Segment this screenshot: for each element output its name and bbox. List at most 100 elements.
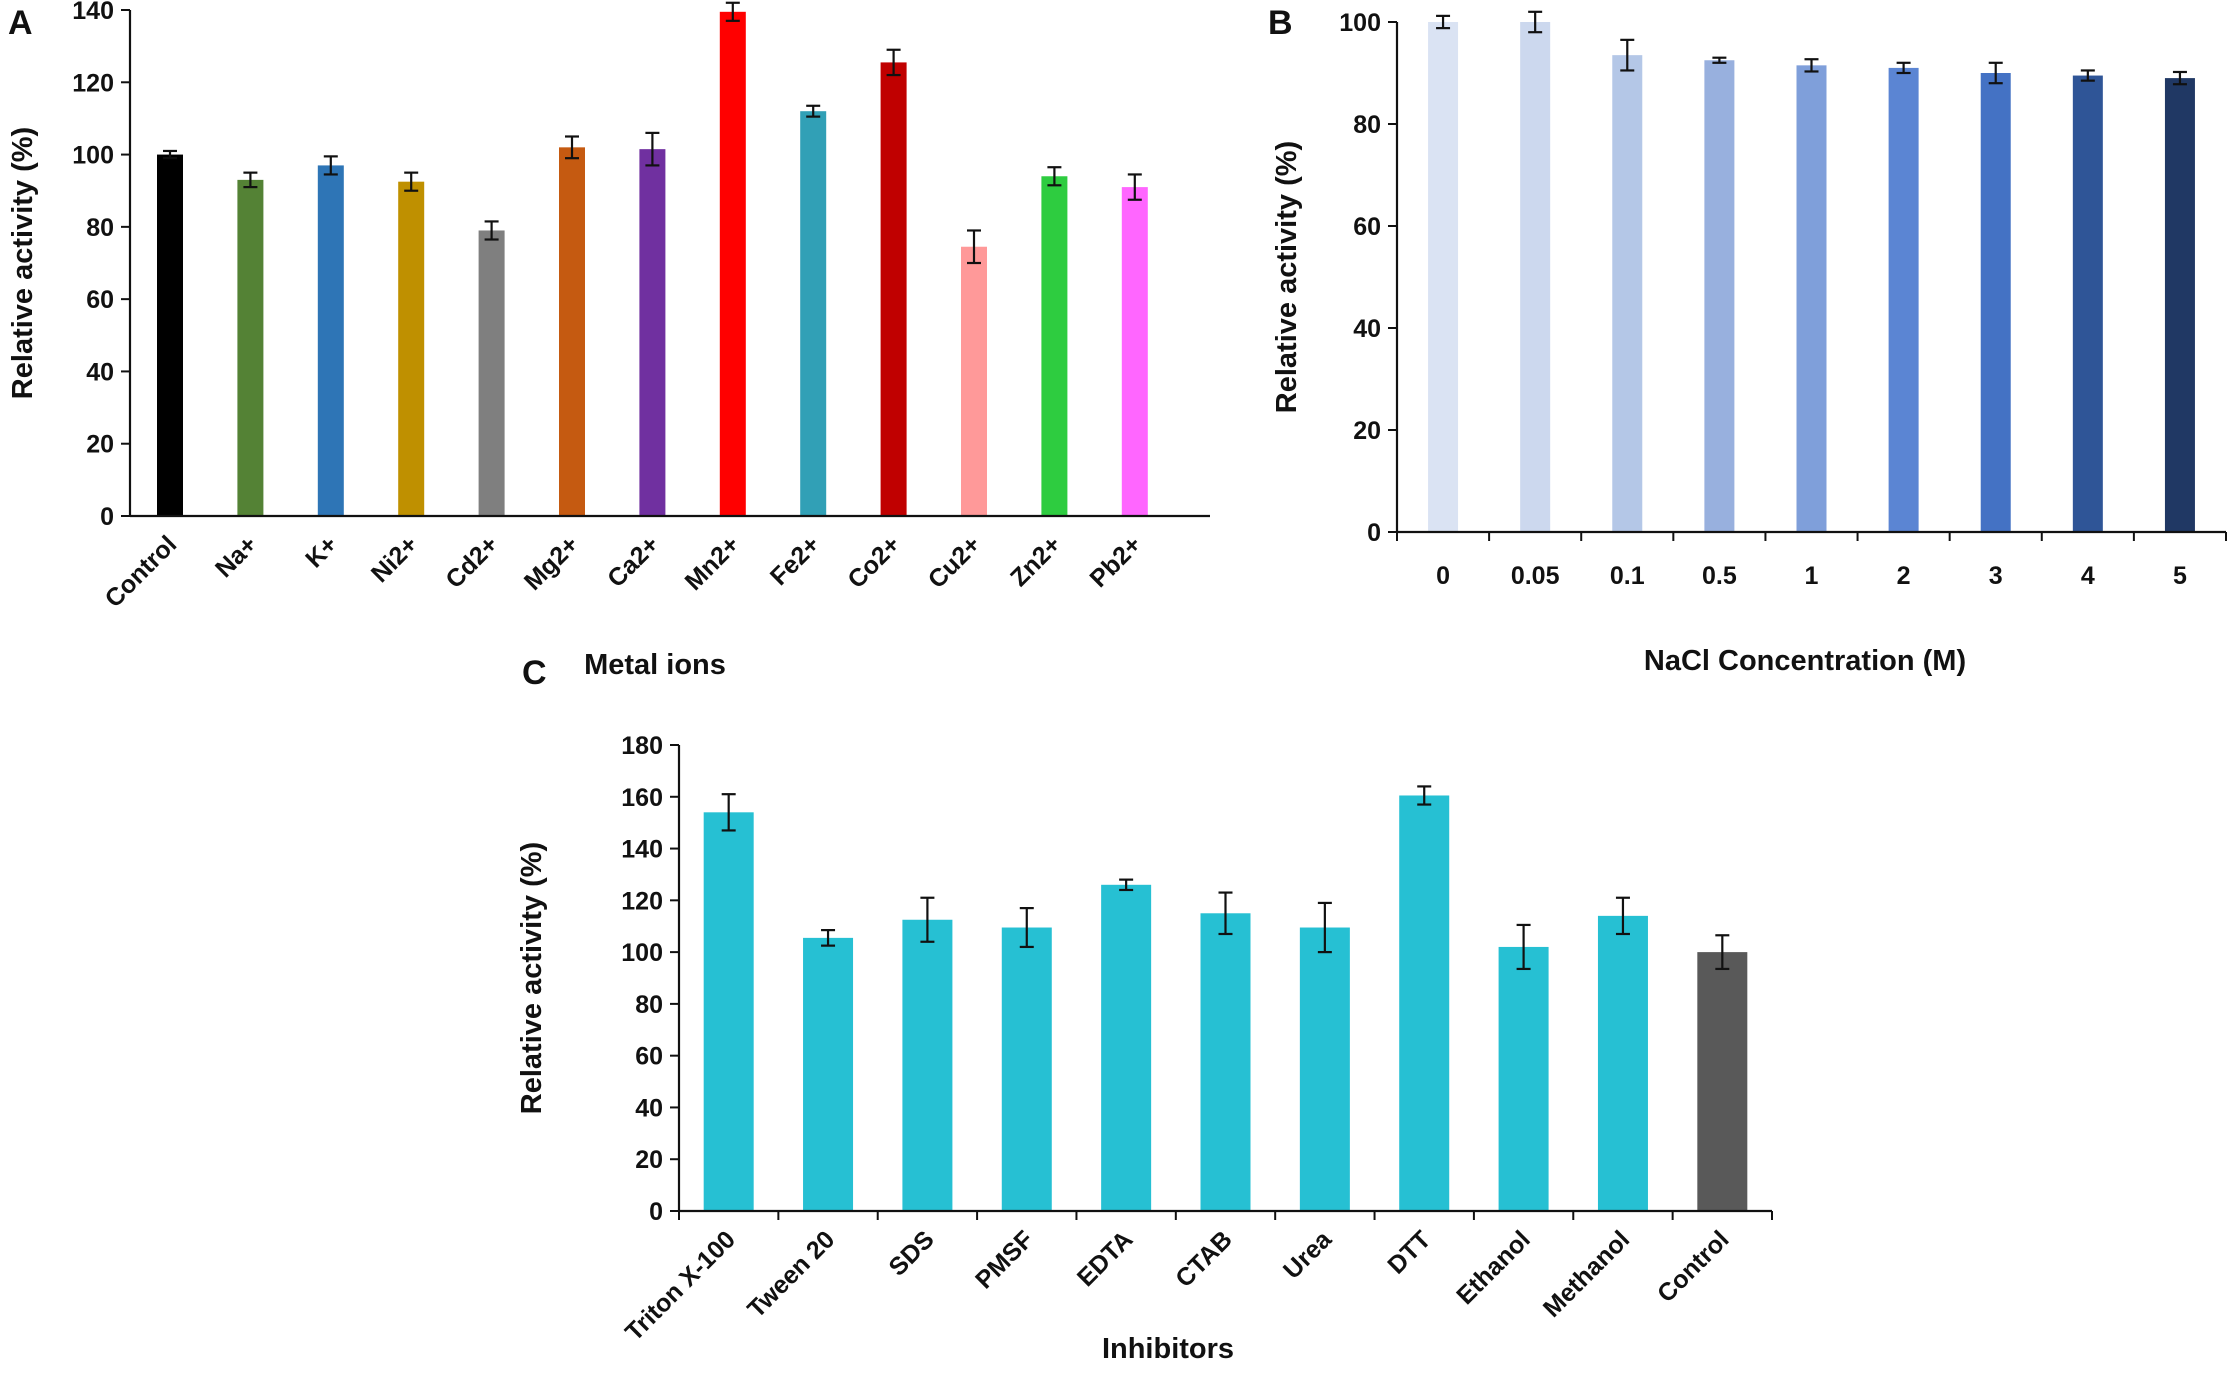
x-tick-label-zn2-: Zn2+ xyxy=(1005,530,1067,592)
panel-a-y-tick-label: 40 xyxy=(86,358,114,386)
x-tick-label-triton-x-100: Triton X-100 xyxy=(620,1225,741,1346)
x-tick-label-1: 1 xyxy=(1805,562,1819,590)
error-bar-0-5 xyxy=(1712,56,1727,64)
x-tick-label-0: 0 xyxy=(1436,562,1450,590)
panel-b-error-bars xyxy=(1436,10,2187,86)
panel-a-y-ticks: 0 20 40 60 80 100 120 140 xyxy=(72,0,130,531)
panel-b-nacl-chart: B 0 20 40 60 80 100 0 0.05 0.1 0.5 1 2 3 4 5 Relative… xyxy=(1268,4,2227,677)
x-tick-label-mg2-: Mg2+ xyxy=(519,530,584,595)
x-tick-label-4: 4 xyxy=(2081,562,2095,590)
panel-b-letter: B xyxy=(1268,4,1293,42)
panel-c-y-tick-label: 140 xyxy=(621,836,663,864)
bar-dtt xyxy=(1399,795,1450,1211)
panel-b-y-tick-label: 40 xyxy=(1353,315,1381,343)
bar-methanol xyxy=(1597,915,1648,1211)
panel-b-y-tick-label: 80 xyxy=(1353,111,1381,139)
bar-mg2- xyxy=(559,147,585,517)
panel-a-y-tick-label: 20 xyxy=(86,431,114,459)
error-bar-ca2- xyxy=(645,131,660,167)
x-tick-label-0-05: 0.05 xyxy=(1511,562,1560,590)
panel-c-letter: C xyxy=(522,654,547,692)
panel-c-y-axis-title: Relative activity (%) xyxy=(516,842,548,1114)
x-tick-label-cd2-: Cd2+ xyxy=(440,530,504,594)
bar-3 xyxy=(1980,73,2011,532)
error-bar-k- xyxy=(323,155,338,176)
panel-a-y-tick-label: 80 xyxy=(86,214,114,242)
bar-0-5 xyxy=(1704,60,1735,532)
error-bar-co2- xyxy=(886,48,901,77)
x-tick-label-edta: EDTA xyxy=(1072,1225,1139,1292)
bar-mn2- xyxy=(719,11,746,517)
panel-a-y-tick-label: 120 xyxy=(72,69,114,97)
x-tick-label-sds: SDS xyxy=(884,1225,940,1281)
bar-0-05 xyxy=(1520,22,1551,532)
error-bar-zn2- xyxy=(1047,166,1062,187)
bar-fe2- xyxy=(800,111,827,516)
error-bar-5 xyxy=(2172,70,2187,86)
bar-ctab xyxy=(1200,913,1251,1211)
bar-sds xyxy=(902,919,953,1211)
panel-b-y-tick-label: 60 xyxy=(1353,213,1381,241)
x-tick-label-2: 2 xyxy=(1897,562,1911,590)
panel-a-y-tick-label: 100 xyxy=(72,142,114,170)
x-tick-label-tween-20: Tween 20 xyxy=(742,1225,840,1323)
panel-b-y-tick-label: 100 xyxy=(1339,9,1381,37)
x-tick-label-control: Control xyxy=(100,530,183,613)
panel-b-bars xyxy=(1428,22,2195,533)
bar-5 xyxy=(2164,78,2195,532)
x-tick-label-ca2-: Ca2+ xyxy=(602,530,665,593)
x-tick-label-3: 3 xyxy=(1989,562,2003,590)
bar-cu2- xyxy=(961,246,987,516)
x-tick-label-ethanol: Ethanol xyxy=(1451,1225,1536,1310)
bar-1 xyxy=(1796,65,1827,532)
x-tick-label-fe2-: Fe2+ xyxy=(765,530,826,591)
panel-b-y-tick-label: 20 xyxy=(1353,417,1381,445)
panel-a-bars xyxy=(157,11,1148,517)
panel-a-letter: A xyxy=(8,4,33,42)
error-bar-tween-20 xyxy=(821,929,836,947)
x-tick-label-methanol: Methanol xyxy=(1538,1225,1635,1322)
error-bar-mn2- xyxy=(725,1,740,22)
x-tick-label-0-5: 0.5 xyxy=(1702,562,1737,590)
panel-c-y-tick-label: 100 xyxy=(621,939,663,967)
bar-4 xyxy=(2072,75,2103,533)
panel-a-y-axis-title: Relative activity (%) xyxy=(7,127,39,399)
x-tick-label-na-: Na+ xyxy=(210,530,263,583)
panel-c-y-tick-label: 120 xyxy=(621,887,663,915)
panel-c-inhibitors-chart: C 0 20 40 60 80 100 120 140 160 180 Triton X-100 T… xyxy=(516,654,1773,1365)
panel-a-y-tick-label: 60 xyxy=(86,286,114,314)
panel-c-y-tick-label: 80 xyxy=(635,991,663,1019)
x-tick-label-pmsf: PMSF xyxy=(970,1225,1039,1294)
bar-edta xyxy=(1101,884,1152,1211)
bar-tween-20 xyxy=(803,937,854,1211)
error-bar-methanol xyxy=(1615,896,1630,936)
panel-c-bars xyxy=(703,795,1748,1211)
error-bar-control xyxy=(1715,934,1730,971)
error-bar-1 xyxy=(1804,58,1819,73)
bar-cd2- xyxy=(478,230,505,516)
bar-ni2- xyxy=(398,181,425,516)
error-bar-na- xyxy=(243,171,258,189)
x-tick-label-0-1: 0.1 xyxy=(1610,562,1645,590)
x-tick-label-urea: Urea xyxy=(1278,1225,1338,1285)
error-bar-edta xyxy=(1119,878,1134,892)
panel-a-y-tick-label: 140 xyxy=(72,0,114,25)
panel-c-y-tick-label: 0 xyxy=(649,1198,663,1226)
panel-a-metal-ions-chart: A 0 20 40 60 80 100 120 140 Control Na+ K+ Ni2+ Cd2… xyxy=(7,0,1210,681)
bar-urea xyxy=(1299,927,1350,1211)
error-bar-ethanol xyxy=(1516,923,1531,971)
panel-b-y-axis-title: Relative activity (%) xyxy=(1271,141,1303,413)
bar-ethanol xyxy=(1498,946,1549,1211)
x-tick-label-pb2-: Pb2+ xyxy=(1084,530,1147,593)
bar-control xyxy=(1697,952,1748,1211)
error-bar-mg2- xyxy=(565,135,579,160)
error-bar-cd2- xyxy=(484,220,499,241)
panel-a-error-bars xyxy=(163,1,1142,265)
panel-b-x-axis-title: NaCl Concentration (M) xyxy=(1644,645,1966,677)
x-tick-label-cu2-: Cu2+ xyxy=(923,530,987,594)
bar-triton-x-100 xyxy=(703,812,754,1211)
panel-a-x-ticks: Control Na+ K+ Ni2+ Cd2+ Mg2+ Ca2+ Mn2+ Fe2+ Co2+… xyxy=(100,530,1147,613)
panel-c-x-axis-title: Inhibitors xyxy=(1102,1333,1234,1365)
error-bar-urea xyxy=(1317,901,1332,954)
